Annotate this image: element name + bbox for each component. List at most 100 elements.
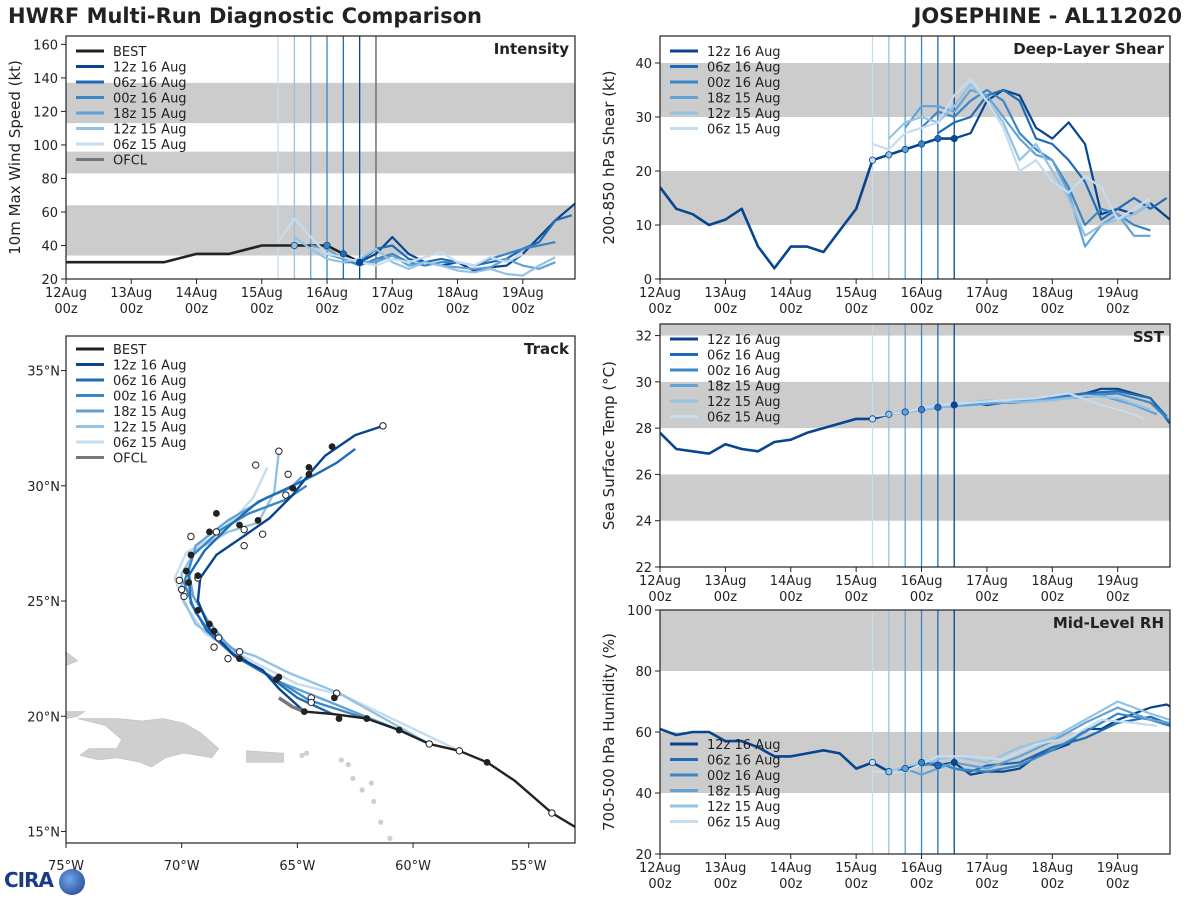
latitude-label: 15°N xyxy=(27,825,60,840)
x-tick-label-hour: 00z xyxy=(54,302,78,317)
x-tick-label-day: 14Aug xyxy=(770,286,812,301)
legend-label: 06z 16 Aug xyxy=(113,76,187,91)
island xyxy=(371,798,377,805)
island xyxy=(387,835,393,841)
island xyxy=(345,762,351,768)
legend-label: 00z 16 Aug xyxy=(113,92,187,107)
x-tick-label-day: 15Aug xyxy=(835,286,877,301)
island xyxy=(368,780,374,786)
y-tick-label: 100 xyxy=(627,604,652,619)
init-marker xyxy=(917,140,926,148)
x-tick-label-day: 17Aug xyxy=(966,574,1008,589)
panel-title: Mid-Level RH xyxy=(1053,614,1164,632)
x-tick-label-hour: 00z xyxy=(910,590,934,605)
y-tick-label: 60 xyxy=(41,206,58,221)
legend-label: 12z 16 Aug xyxy=(707,45,781,60)
legend-label: 18z 15 Aug xyxy=(707,785,781,800)
land-puerto-rico xyxy=(246,750,284,763)
series-line-12z-15-aug xyxy=(888,700,1170,773)
x-tick-label-day: 16Aug xyxy=(901,574,943,589)
x-tick-label-hour: 00z xyxy=(120,302,144,317)
y-tick-label: 22 xyxy=(635,561,652,576)
series-line-06z-16-aug xyxy=(937,88,1168,221)
legend-label: 00z 16 Aug xyxy=(707,769,781,784)
longitude-label: 55°W xyxy=(511,859,547,874)
legend-label: 12z 16 Aug xyxy=(707,738,781,753)
track-marker-filled xyxy=(182,567,190,575)
x-tick-label-hour: 00z xyxy=(1106,590,1130,605)
y-tick-label: 24 xyxy=(635,515,652,530)
x-tick-label-day: 12Aug xyxy=(639,286,681,301)
init-marker xyxy=(950,135,958,143)
legend-label: 12z 15 Aug xyxy=(707,395,781,410)
x-tick-label-hour: 00z xyxy=(381,302,405,317)
x-tick-label-day: 18Aug xyxy=(1031,861,1073,876)
legend-label: 18z 15 Aug xyxy=(707,380,781,395)
x-tick-label-day: 18Aug xyxy=(1031,574,1073,589)
track-marker-filled xyxy=(305,470,313,478)
x-tick-label-day: 17Aug xyxy=(966,861,1008,876)
x-tick-label-hour: 00z xyxy=(648,590,672,605)
longitude-label: 60°W xyxy=(395,859,431,874)
legend-label: 06z 15 Aug xyxy=(707,816,781,831)
x-tick-label-hour: 00z xyxy=(779,877,803,892)
x-tick-label-hour: 00z xyxy=(511,302,535,317)
y-tick-label: 28 xyxy=(635,422,652,437)
track-marker-filled xyxy=(206,620,213,628)
track-marker-filled xyxy=(187,551,195,559)
x-tick-label-day: 13Aug xyxy=(704,574,746,589)
track-marker-open xyxy=(180,592,188,601)
legend-label: 06z 16 Aug xyxy=(707,349,781,364)
x-tick-label-day: 16Aug xyxy=(901,861,943,876)
y-axis-label: Sea Surface Temp (°C) xyxy=(600,361,618,530)
track-marker-filled xyxy=(289,484,297,492)
y-tick-label: 60 xyxy=(635,726,652,741)
land-hispaniola xyxy=(77,718,220,768)
island xyxy=(359,787,365,793)
y-tick-label: 80 xyxy=(41,172,58,187)
x-tick-label-hour: 00z xyxy=(910,302,934,317)
track-marker-open xyxy=(252,461,260,469)
land-bahamas xyxy=(66,651,79,666)
legend-label: 18z 15 Aug xyxy=(707,92,781,107)
x-tick-label-day: 15Aug xyxy=(835,861,877,876)
track-marker-open xyxy=(215,634,223,642)
globe-icon xyxy=(58,868,85,895)
island xyxy=(350,775,356,782)
init-marker xyxy=(934,135,942,143)
y-tick-label: 140 xyxy=(33,72,58,87)
init-marker xyxy=(917,758,926,767)
x-tick-label-day: 14Aug xyxy=(770,861,812,876)
x-tick-label-hour: 00z xyxy=(1041,877,1065,892)
shaded-band xyxy=(660,381,1170,429)
track-marker-open xyxy=(187,532,195,541)
legend-label: 06z 16 Aug xyxy=(707,61,781,76)
init-marker xyxy=(950,401,958,409)
series-line-best xyxy=(66,244,361,264)
x-tick-label-hour: 00z xyxy=(975,302,999,317)
cira-logo: CIRA xyxy=(4,868,85,895)
y-tick-label: 80 xyxy=(635,665,652,680)
init-marker xyxy=(868,758,877,767)
x-tick-label-hour: 00z xyxy=(844,590,868,605)
panel-title: Intensity xyxy=(494,40,570,58)
track-marker-open xyxy=(177,585,186,594)
x-tick-label-hour: 00z xyxy=(714,877,738,892)
init-marker xyxy=(917,406,926,414)
legend-label: 12z 16 Aug xyxy=(707,333,781,348)
track-marker-open xyxy=(455,747,464,755)
y-tick-label: 100 xyxy=(33,139,58,154)
series-line-06z-15-aug xyxy=(872,78,1152,221)
island xyxy=(338,757,344,763)
track-marker-filled xyxy=(330,694,338,702)
series-line-06z-15-aug xyxy=(277,217,524,267)
island xyxy=(299,752,305,759)
track-marker-open xyxy=(235,648,244,656)
init-marker xyxy=(885,768,893,776)
x-tick-label-day: 12Aug xyxy=(639,861,681,876)
legend-label: 06z 16 Aug xyxy=(707,754,781,769)
y-axis-label: 200-850 hPa Shear (kt) xyxy=(600,71,618,245)
land-cuba-tip xyxy=(66,711,86,719)
track-06z-15-aug xyxy=(173,466,460,752)
